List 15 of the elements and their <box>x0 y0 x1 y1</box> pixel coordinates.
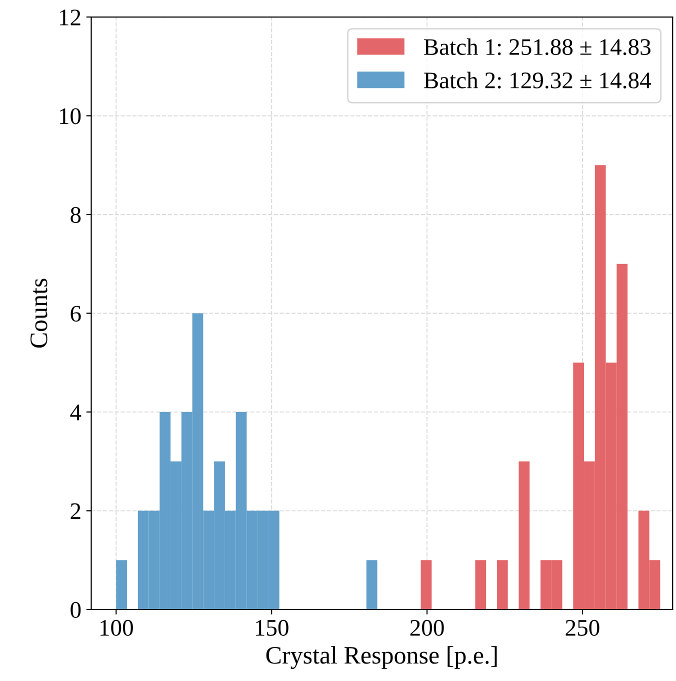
x-tick-label: 200 <box>410 620 444 636</box>
legend-label: Batch 2: 129.32 ± 14.84 <box>424 72 651 88</box>
y-tick-label: 4 <box>70 404 82 420</box>
y-axis-title: Counts <box>30 278 48 348</box>
legend-label: Batch 1: 251.88 ± 14.83 <box>424 38 650 56</box>
x-tick-label: 150 <box>256 620 288 636</box>
y-tick-label: 12 <box>60 10 80 26</box>
x-tick-label: 100 <box>100 620 133 636</box>
x-tick-label: 250 <box>566 620 600 636</box>
y-tick-label: 8 <box>70 207 81 223</box>
y-tick-label: 6 <box>70 306 81 322</box>
y-tick-label: 10 <box>60 108 81 124</box>
x-axis-title: Crystal Response [p.e.] <box>266 646 497 669</box>
y-tick-label: 0 <box>70 602 81 618</box>
y-tick-label: 2 <box>70 503 80 519</box>
